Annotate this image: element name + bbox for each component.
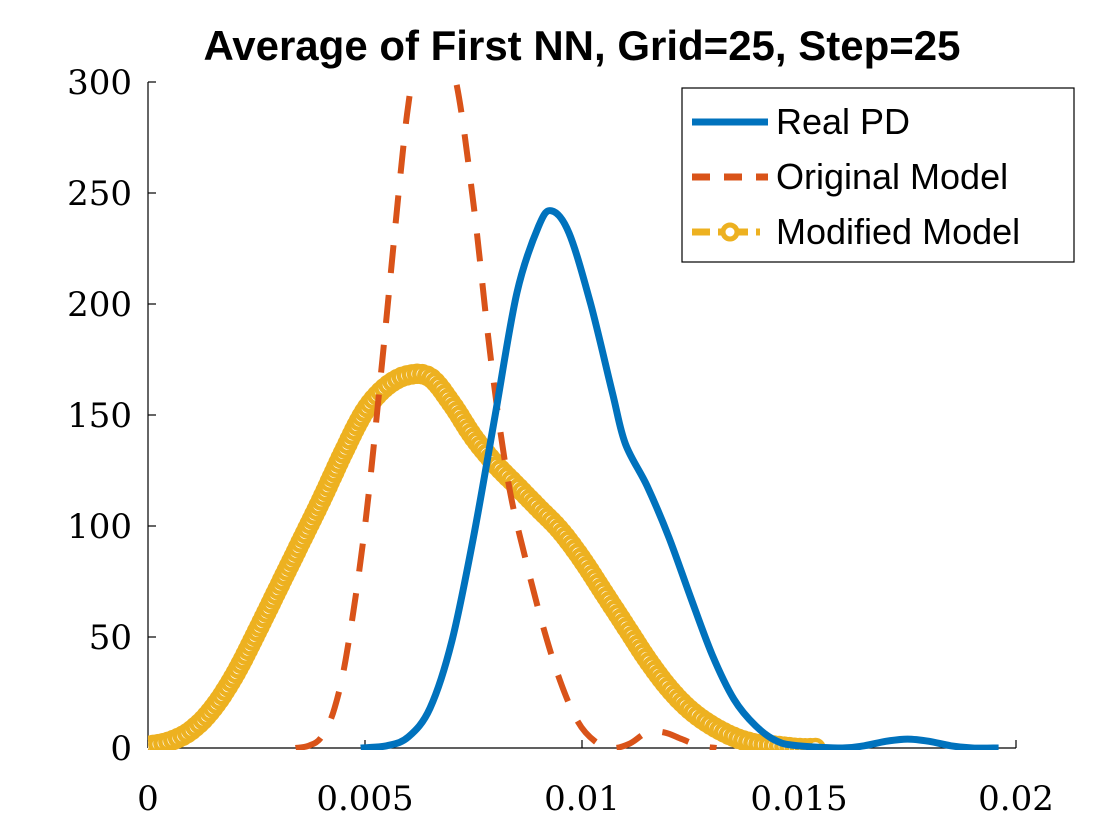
x-tick-label: 0.015 bbox=[750, 779, 847, 819]
y-axis-ticks: 0 50 100 150 200 250 300 bbox=[67, 63, 156, 769]
legend-entry-real-pd: Real PD bbox=[692, 101, 910, 142]
x-tick-label: 0.005 bbox=[316, 779, 413, 819]
x-tick-label: 0.01 bbox=[544, 779, 620, 819]
legend-marker-modified-model bbox=[720, 222, 740, 242]
y-tick-label: 50 bbox=[89, 618, 132, 658]
series-original-model bbox=[295, 82, 717, 750]
series-real-pd bbox=[360, 207, 999, 750]
legend-label-real-pd: Real PD bbox=[776, 101, 910, 142]
legend-label-original-model: Original Model bbox=[776, 156, 1008, 197]
series-layer bbox=[148, 82, 999, 750]
series-line-modified-model bbox=[148, 370, 817, 750]
y-tick-label: 250 bbox=[67, 174, 132, 214]
y-tick-label: 100 bbox=[67, 507, 132, 547]
legend: Real PD Original Model Modified Model bbox=[681, 87, 1075, 263]
x-axis-ticks: 0 0.005 0.01 0.015 0.02 bbox=[137, 740, 1054, 819]
x-tick-label: 0 bbox=[137, 779, 159, 819]
legend-entry-modified-model: Modified Model bbox=[692, 211, 1020, 252]
y-tick-label: 150 bbox=[67, 396, 132, 436]
legend-label-modified-model: Modified Model bbox=[776, 211, 1020, 252]
y-tick-label: 0 bbox=[110, 729, 132, 769]
series-line-original-model bbox=[295, 82, 717, 750]
y-tick-label: 300 bbox=[67, 63, 132, 103]
series-modified-model bbox=[148, 363, 826, 750]
x-tick-label: 0.02 bbox=[978, 779, 1054, 819]
legend-entry-original-model: Original Model bbox=[692, 156, 1008, 197]
series-line-real-pd bbox=[360, 207, 999, 750]
chart-title: Average of First NN, Grid=25, Step=25 bbox=[203, 22, 960, 69]
y-tick-label: 200 bbox=[67, 285, 132, 325]
